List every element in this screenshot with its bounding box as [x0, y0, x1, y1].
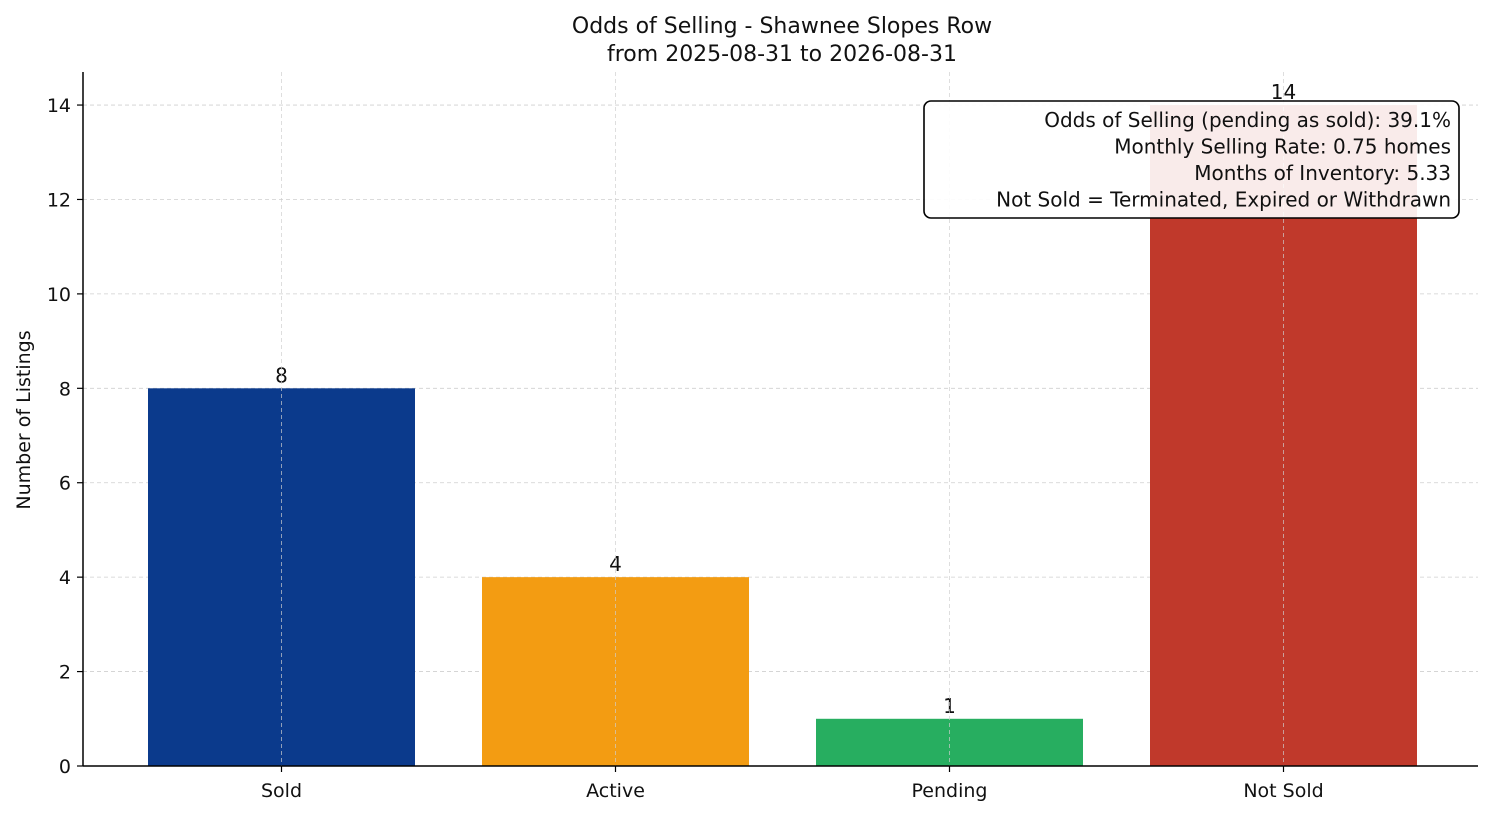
annotation-frame — [923, 100, 1460, 219]
annotation-line: Not Sold = Terminated, Expired or Withdr… — [996, 188, 1451, 212]
chart-title: Odds of Selling - Shawnee Slopes Row — [572, 14, 992, 39]
y-tick-label: 10 — [47, 284, 71, 306]
chart-subtitle: from 2025-08-31 to 2026-08-31 — [607, 42, 957, 67]
annotation-line: Monthly Selling Rate: 0.75 homes — [1114, 135, 1451, 159]
y-tick-label: 6 — [59, 473, 71, 495]
bar-active — [482, 577, 749, 766]
y-tick-label: 0 — [59, 756, 71, 778]
axes: 0 2 4 6 8 10 12 14 Sold Active Pending Not Sold — [47, 72, 1478, 802]
y-tick-label: 8 — [59, 378, 71, 400]
annotation-line: Odds of Selling (pending as sold): 39.1% — [1044, 108, 1451, 132]
x-tick-label: Sold — [261, 780, 302, 802]
y-tick-label: 2 — [59, 662, 71, 684]
x-tick-label: Not Sold — [1243, 780, 1323, 802]
x-tick-label: Active — [586, 780, 645, 802]
annotation-line: Months of Inventory: 5.33 — [1194, 161, 1451, 185]
annotation-box: Odds of Selling (pending as sold): 39.1%… — [923, 100, 1460, 219]
y-axis-label: Number of Listings — [13, 330, 35, 509]
y-tick-label: 4 — [59, 567, 71, 589]
y-tick-label: 12 — [47, 189, 71, 211]
x-tick-label: Pending — [912, 780, 988, 802]
y-tick-label: 14 — [47, 95, 71, 117]
